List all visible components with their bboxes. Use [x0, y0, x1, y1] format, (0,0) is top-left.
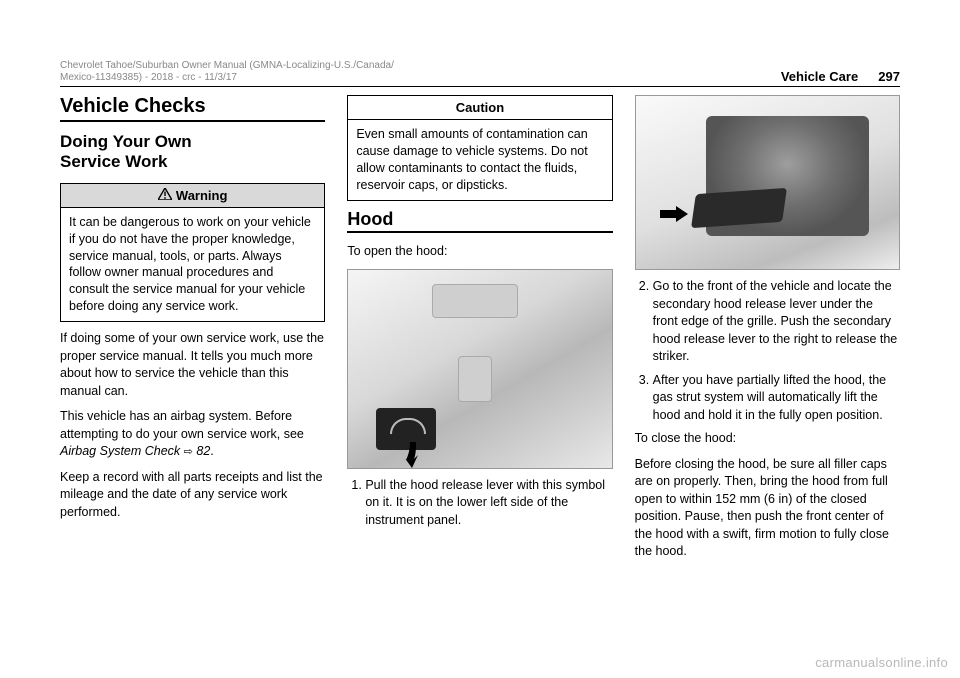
column-2: Caution Even small amounts of contaminat… [347, 95, 612, 569]
page-header: Chevrolet Tahoe/Suburban Owner Manual (G… [60, 60, 900, 84]
para-record: Keep a record with all parts receipts an… [60, 469, 325, 522]
header-page-number: 297 [878, 69, 900, 84]
link-airbag-page[interactable]: 82 [193, 444, 210, 458]
caution-label: Caution [348, 96, 611, 120]
warning-triangle-icon [158, 188, 172, 203]
hood-close-label: To close the hood: [635, 430, 900, 448]
hood-open-steps-part2: Go to the front of the vehicle and locat… [635, 278, 900, 424]
section-heading-hood: Hood [347, 209, 612, 234]
caution-body: Even small amounts of contamination can … [348, 120, 611, 200]
dash-button-top [432, 284, 518, 318]
hood-step-2: Go to the front of the vehicle and locat… [653, 278, 900, 366]
header-rule [60, 86, 900, 87]
header-section-title: Vehicle Care [781, 69, 858, 84]
hood-open-steps-part1: Pull the hood release lever with this sy… [347, 477, 612, 530]
header-left: Chevrolet Tahoe/Suburban Owner Manual (G… [60, 60, 394, 84]
content-columns: Vehicle Checks Doing Your Own Service Wo… [60, 95, 900, 569]
para-airbag-ref: This vehicle has an airbag system. Befor… [60, 408, 325, 461]
header-right: Vehicle Care 297 [781, 69, 900, 84]
warning-label: Warning [176, 188, 228, 203]
hood-open-label: To open the hood: [347, 243, 612, 261]
hood-step-3: After you have partially lifted the hood… [653, 372, 900, 425]
para-service-manual: If doing some of your own service work, … [60, 330, 325, 400]
manual-page: Chevrolet Tahoe/Suburban Owner Manual (G… [0, 0, 960, 678]
link-airbag-check[interactable]: Airbag System Check [60, 444, 180, 458]
sub-heading-service-work: Doing Your Own Service Work [60, 132, 325, 173]
column-1: Vehicle Checks Doing Your Own Service Wo… [60, 95, 325, 569]
watermark: carmanualsonline.info [815, 655, 948, 670]
hood-latch-handle-icon [691, 188, 787, 228]
illustration-hood-release [347, 269, 612, 469]
para-airbag-pre: This vehicle has an airbag system. Befor… [60, 409, 304, 441]
warning-title: Warning [61, 184, 324, 208]
dash-button-mid [458, 356, 492, 402]
hood-step-1: Pull the hood release lever with this sy… [365, 477, 612, 530]
column-3: Go to the front of the vehicle and locat… [635, 95, 900, 569]
arrow-right-icon [660, 206, 688, 222]
illustration-hood-latch [635, 95, 900, 270]
warning-box: Warning It can be dangerous to work on y… [60, 183, 325, 322]
arrow-down-icon [404, 442, 422, 468]
para-airbag-post: . [210, 444, 213, 458]
hood-close-body: Before closing the hood, be sure all fil… [635, 456, 900, 561]
section-heading-vehicle-checks: Vehicle Checks [60, 95, 325, 122]
caution-box: Caution Even small amounts of contaminat… [347, 95, 612, 201]
warning-body: It can be dangerous to work on your vehi… [61, 208, 324, 321]
link-arrow-icon: ⇨ [184, 446, 193, 458]
